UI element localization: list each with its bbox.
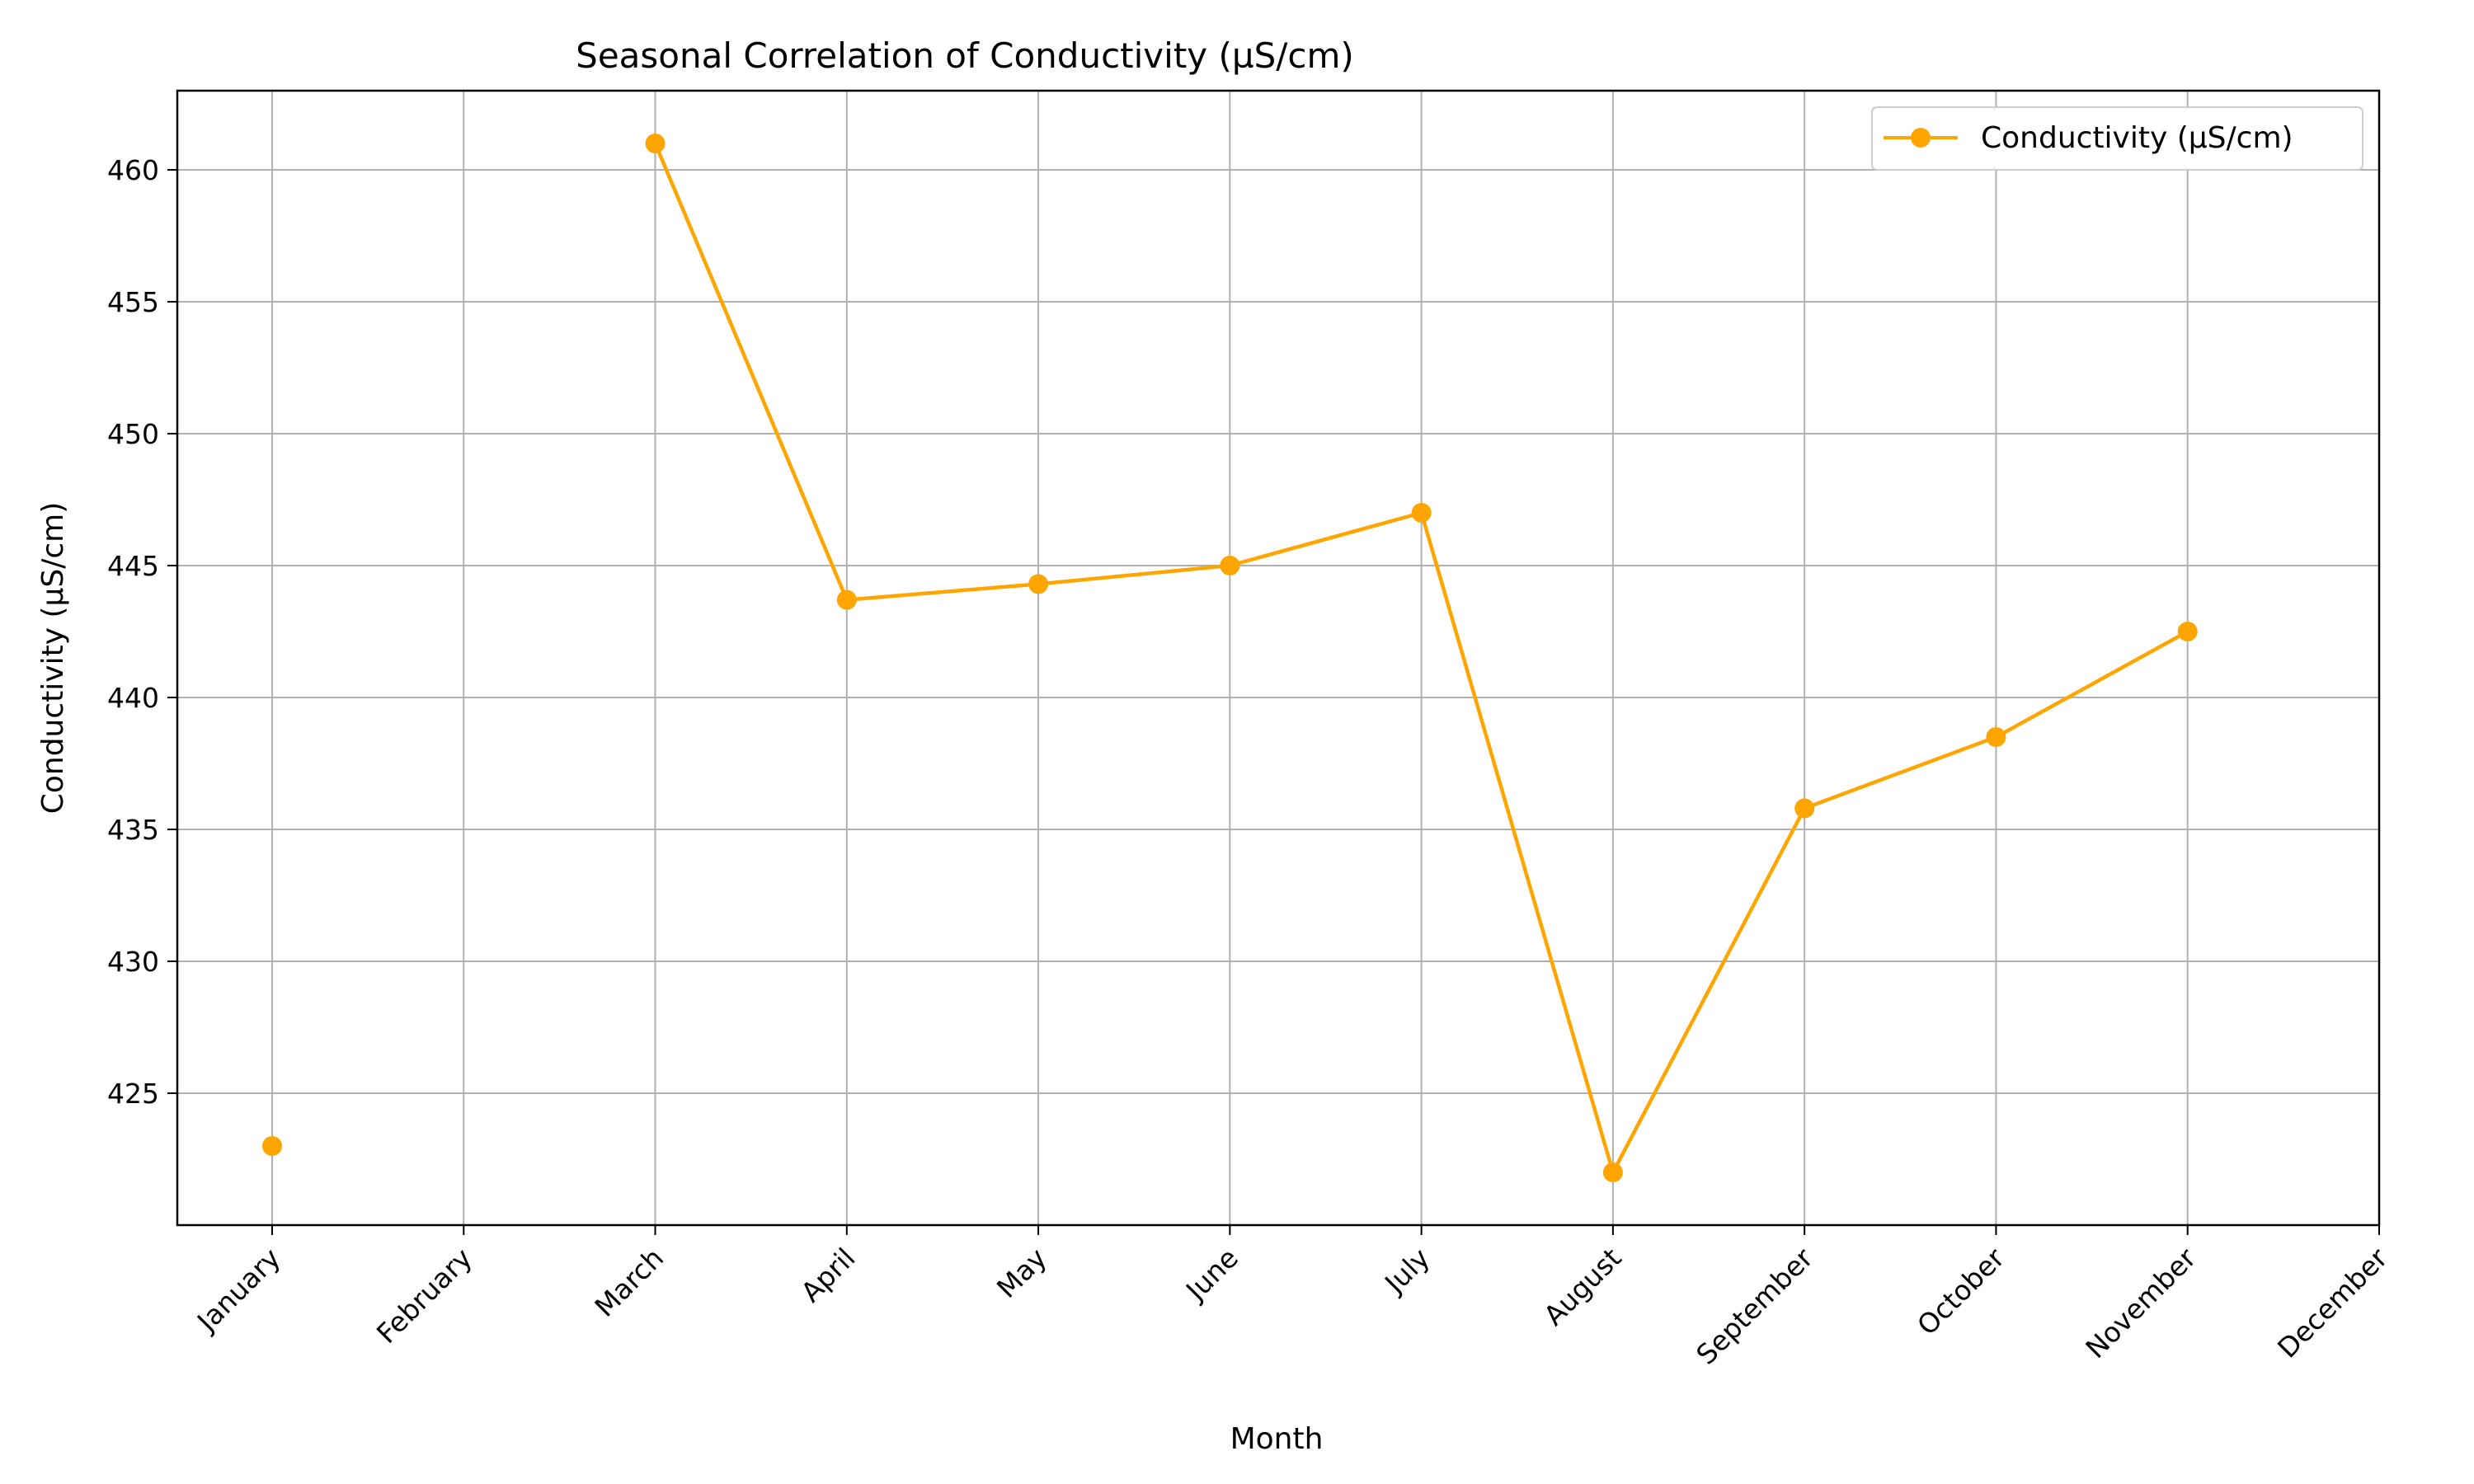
y-tick-label: 430 bbox=[107, 946, 159, 978]
plot-frame bbox=[176, 89, 2381, 1227]
y-tick-label: 445 bbox=[107, 550, 159, 582]
data-point bbox=[262, 1136, 282, 1156]
data-point bbox=[1411, 503, 1432, 523]
y-tick-label: 450 bbox=[107, 418, 159, 450]
data-point bbox=[1986, 727, 2006, 747]
data-point bbox=[2177, 622, 2198, 641]
data-point bbox=[1220, 556, 1240, 575]
data-point bbox=[1602, 1162, 1623, 1182]
data-point bbox=[836, 589, 857, 610]
x-tick-label: August bbox=[1537, 1242, 1627, 1331]
x-tick-label: June bbox=[1178, 1242, 1244, 1308]
grid-lines bbox=[177, 91, 2380, 1225]
x-tick-label: April bbox=[795, 1242, 862, 1308]
data-point bbox=[645, 134, 666, 153]
x-tick-label: January bbox=[190, 1242, 286, 1338]
x-axis-label: Month bbox=[1230, 1422, 1324, 1456]
x-tick-label: October bbox=[1911, 1242, 2011, 1341]
y-tick-label: 425 bbox=[107, 1078, 159, 1110]
y-tick-label: 455 bbox=[107, 286, 159, 318]
x-tick-label: May bbox=[990, 1242, 1053, 1304]
y-axis-label: Conductivity (µS/cm) bbox=[36, 502, 70, 815]
y-tick-label: 435 bbox=[107, 814, 159, 846]
chart-title: Seasonal Correlation of Conductivity (µS… bbox=[576, 35, 1354, 76]
x-tick-label: July bbox=[1377, 1242, 1436, 1300]
x-tick-label: November bbox=[2079, 1242, 2202, 1364]
x-tick-label: December bbox=[2271, 1242, 2394, 1364]
x-tick-label: March bbox=[588, 1242, 670, 1323]
y-tick-label: 460 bbox=[107, 154, 159, 186]
y-tick-label: 440 bbox=[107, 682, 159, 714]
x-tick-label: September bbox=[1690, 1242, 1819, 1371]
legend-label: Conductivity (µS/cm) bbox=[1981, 121, 2293, 155]
data-point bbox=[1794, 798, 1815, 819]
x-tick-label: February bbox=[370, 1242, 478, 1350]
legend-marker-swatch bbox=[1911, 128, 1931, 148]
x-axis: January February March April May June July Augu… bbox=[190, 1225, 2394, 1371]
data-point bbox=[1028, 574, 1049, 594]
series-layer bbox=[262, 134, 2198, 1182]
legend-box bbox=[1871, 106, 2363, 171]
y-axis: 425 430 435 440 445 450 455 460 bbox=[107, 154, 177, 1110]
legend: Conductivity (µS/cm) bbox=[1871, 106, 2363, 171]
